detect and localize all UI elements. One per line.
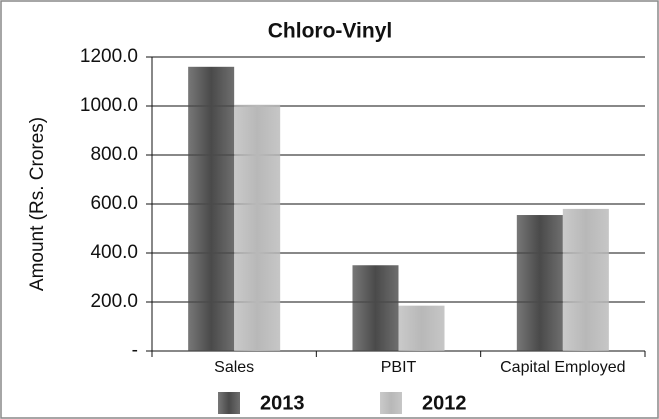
legend-swatch (218, 392, 240, 414)
chart-title: Chloro-Vinyl (268, 20, 392, 43)
legend-label: 2013 (260, 392, 305, 414)
bar (234, 104, 281, 352)
y-tick-label: 1000.0 (80, 95, 138, 116)
y-axis-title: Amount (Rs. Crores) (27, 117, 48, 291)
x-tick-label: Capital Employed (500, 359, 625, 376)
bar (562, 208, 609, 351)
y-tick-label: 1200.0 (80, 46, 138, 67)
y-tick-label: 200.0 (90, 291, 138, 312)
x-tick-label: PBIT (381, 359, 417, 376)
x-tick-label: Sales (214, 359, 254, 376)
bar (398, 305, 445, 351)
bar (188, 66, 235, 352)
y-tick-label: 600.0 (90, 193, 138, 214)
legend-swatch (380, 392, 402, 414)
bar (352, 265, 399, 351)
y-tick-label: 800.0 (90, 144, 138, 165)
bar (516, 215, 563, 351)
y-tick-label: - (132, 340, 138, 361)
legend-label: 2012 (422, 392, 467, 414)
y-tick-label: 400.0 (90, 242, 138, 263)
